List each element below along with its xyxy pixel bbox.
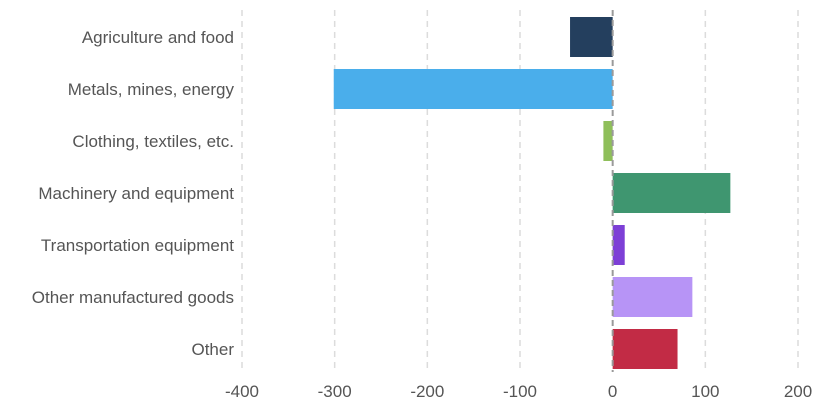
category-label: Metals, mines, energy: [68, 80, 235, 99]
bar: [603, 121, 613, 161]
x-tick-label: -400: [225, 382, 259, 401]
category-labels: Agriculture and food Metals, mines, energ…: [32, 28, 235, 359]
bars: [333, 17, 731, 369]
category-label: Clothing, textiles, etc.: [72, 132, 234, 151]
category-label: Transportation equipment: [41, 236, 234, 255]
bar: [612, 329, 678, 369]
bar: [612, 173, 731, 213]
x-axis-tick-labels: -400 -300 -200 -100 0 100 200: [225, 382, 812, 401]
x-tick-label: 0: [608, 382, 617, 401]
bar: [612, 225, 625, 265]
category-label: Other: [191, 340, 234, 359]
bar: [612, 277, 693, 317]
x-tick-label: -300: [318, 382, 352, 401]
category-label: Other manufactured goods: [32, 288, 234, 307]
x-tick-label: 100: [691, 382, 719, 401]
bar: [333, 69, 613, 109]
category-label: Agriculture and food: [82, 28, 234, 47]
category-label: Machinery and equipment: [38, 184, 234, 203]
bar: [570, 17, 613, 57]
x-tick-label: -100: [503, 382, 537, 401]
x-tick-label: -200: [410, 382, 444, 401]
x-tick-label: 200: [784, 382, 812, 401]
